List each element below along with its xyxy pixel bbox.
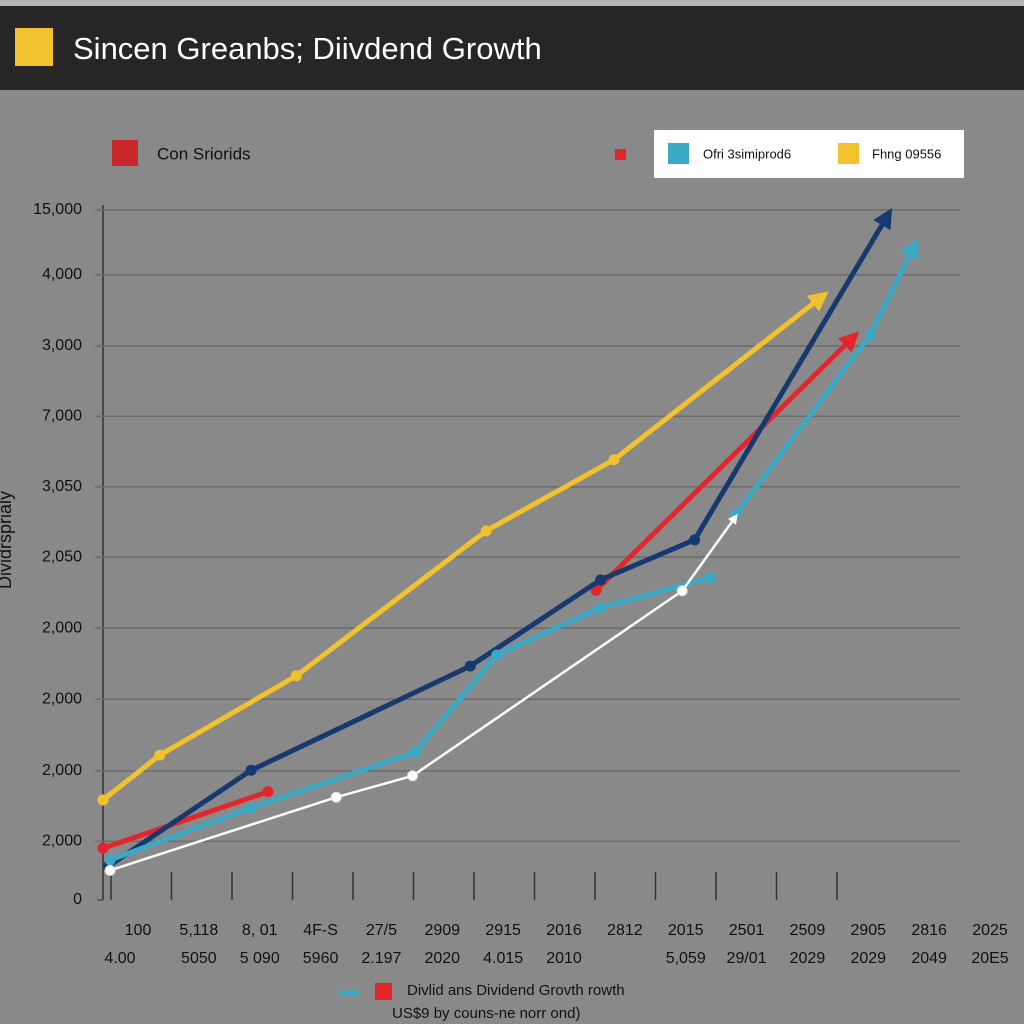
point [689,534,701,546]
point [704,572,716,584]
series-line [109,513,738,872]
x-tick-label-secondary: 2010 [546,950,582,967]
chart-title: Sincen Greanbs; Diivdend Growth [73,31,542,66]
point [330,791,342,803]
point [104,854,116,866]
x-tick-label: 2025 [972,922,1008,939]
x-tick-label: 2816 [911,922,947,939]
point [290,670,302,682]
x-tick-label-secondary: 20E5 [971,950,1008,967]
point [407,770,419,782]
title-icon [15,28,53,66]
x-tick-label: 5,118 [179,922,218,939]
x-tick-label: 2016 [546,922,582,939]
y-tick-label: 15,000 [33,201,82,218]
legend-label: Con Sriorids [157,144,251,163]
point [491,649,503,661]
series-line [102,337,853,851]
x-tick-label-secondary: 2029 [850,950,886,967]
y-tick-label: 2,000 [42,833,82,850]
x-tick-label-secondary: 2029 [790,950,826,967]
x-tick-label: 8, 01 [242,922,278,939]
point [245,764,257,776]
title-bar [0,6,1024,90]
point [104,864,116,876]
y-tick-label: 3,050 [42,478,82,495]
footer-swatch [375,983,392,1000]
point [595,574,607,586]
point [464,660,476,672]
legend-box [654,130,964,178]
y-tick-label: 3,000 [42,337,82,354]
x-tick-label: 27/5 [366,922,397,939]
point [97,842,109,854]
x-tick-label-secondary: 2.197 [361,950,401,967]
footer-text: Divlid ans Dividend Grovth rowth [407,982,625,999]
point [480,525,492,537]
x-tick-label-secondary: 4.015 [483,950,523,967]
x-tick-label-secondary: 29/01 [727,950,767,967]
point [244,802,256,814]
legend-swatch [838,143,859,164]
point [97,794,109,806]
x-tick-label: 2905 [850,922,886,939]
series-line [101,291,829,802]
y-tick-label: 0 [73,891,82,908]
legend-dot [615,149,626,160]
y-tick-label: 2,000 [42,690,82,707]
x-tick-label-secondary: 5050 [181,950,217,967]
point [864,329,876,341]
footer-text: US$9 by couns-ne norr ond) [392,1005,580,1022]
x-tick-label: 2812 [607,922,643,939]
point [154,749,166,761]
point [409,746,421,758]
point [608,454,620,466]
legend-label: Ofri 3simiprod6 [703,146,791,161]
y-tick-label: 7,000 [42,408,82,425]
series-line [109,245,915,863]
x-tick-label: 2909 [424,922,460,939]
point [594,602,606,614]
series-line [106,207,893,869]
y-tick-label: 2,000 [42,762,82,779]
y-tick-label: 2,050 [42,548,82,565]
x-tick-label: 2509 [790,922,826,939]
x-tick-label-secondary: 4.00 [104,950,135,967]
legend-swatch [112,140,138,166]
y-tick-label: 4,000 [42,266,82,283]
top-strip [0,0,1024,6]
point [676,585,688,597]
legend-label: Fhng 09556 [872,146,941,161]
x-tick-label-secondary: 5 090 [240,950,280,967]
y-tick-label: 2,000 [42,619,82,636]
x-tick-label: 2015 [668,922,704,939]
x-tick-label-secondary: 2049 [911,950,947,967]
y-axis-label: Dividrsprialy [0,491,15,589]
point [262,786,274,798]
x-tick-label-secondary: 2020 [424,950,460,967]
x-tick-label: 2501 [729,922,765,939]
x-tick-label-secondary: 5,059 [666,950,706,967]
x-tick-label-secondary: 5960 [303,950,339,967]
x-tick-label: 2915 [485,922,521,939]
x-tick-label: 4F-S [303,922,338,939]
legend-swatch [668,143,689,164]
x-tick-label: 100 [125,922,152,939]
